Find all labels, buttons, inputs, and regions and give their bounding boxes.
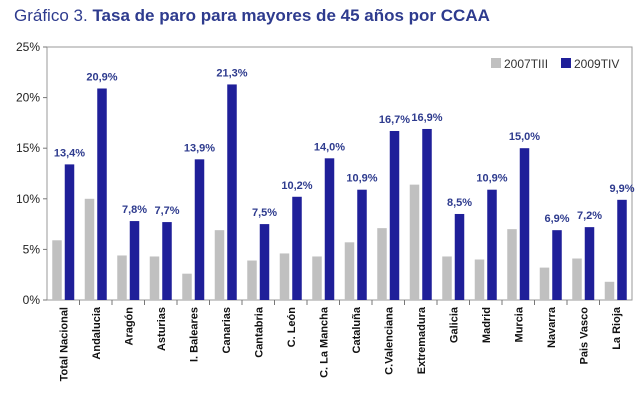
bar-2009tiv [64,164,75,300]
y-tick-label: 10% [16,192,40,206]
bar-2009tiv [129,221,140,300]
bar-2009tiv [357,189,367,300]
data-label: 10,9% [346,173,377,185]
bar-2007tiii [442,256,452,300]
x-tick-label: Cantabria [253,306,265,358]
data-label: 7,5% [252,207,277,219]
bar-2009tiv [227,84,237,300]
bar-2007tiii [344,242,355,300]
x-tick-label: Asturias [156,307,168,351]
bar-2007tiii [214,230,225,300]
bar-2009tiv [519,148,530,300]
bar-2009tiv [324,158,335,300]
bar-2009tiv [194,159,205,300]
data-label: 8,5% [447,197,472,209]
chart-title: Gráfico 3. Tasa de paro para mayores de … [14,6,490,26]
bar-2007tiii [84,198,95,300]
bar-2009tiv [292,196,302,300]
data-label: 10,9% [476,173,507,185]
data-label: 10,2% [281,180,312,192]
y-tick-label: 15% [16,141,40,155]
bar-2007tiii [507,229,517,300]
x-tick-label: Madrid [481,307,493,343]
bar-2009tiv [617,199,627,300]
data-label: 13,4% [54,147,85,159]
bar-2007tiii [182,273,192,300]
x-tick-label: C.Valenciana [383,306,395,375]
x-tick-label: Canarias [221,307,233,353]
data-label: 20,9% [86,71,117,83]
bar-2007tiii [117,255,127,300]
x-tick-label: Murcia [513,306,525,342]
x-tick-label: Andalucia [91,306,103,359]
bar-2007tiii [279,253,290,300]
bar-2009tiv [389,130,400,300]
bar-2007tiii [247,260,257,300]
bars-layer [52,84,627,300]
data-label: 21,3% [216,67,247,79]
data-label: 7,7% [154,205,179,217]
bar-2007tiii [149,256,160,300]
bar-2009tiv [97,88,107,300]
bar-2009tiv [584,227,595,300]
bar-2009tiv [259,224,270,300]
bar-2007tiii [377,228,387,300]
x-tick-label: Pais Vasco [578,307,590,365]
bar-2007tiii [474,259,485,300]
x-tick-label: Cataluña [351,306,363,353]
x-tick-label: Navarra [546,306,558,348]
bar-2007tiii [312,256,322,300]
x-tick-label: Galicia [448,306,460,343]
axes-layer: 0% 5% 10% 15% 20% 25% Total Nacional Andalucia A… [16,40,633,381]
data-label: 7,2% [577,210,602,222]
legend-label-2009tiv: 2009TIV [574,57,619,71]
data-label: 13,9% [184,142,215,154]
bar-2007tiii [409,184,420,300]
bar-2007tiii [604,281,615,300]
legend: 2007TIII 2009TIV [491,57,619,71]
y-tick-label: 25% [16,40,40,54]
x-tick-label: C. La Mancha [318,306,330,378]
y-tick-label: 20% [16,91,40,105]
bar-2009tiv [162,222,172,300]
data-label: 9,9% [609,183,634,195]
data-label: 7,8% [122,204,147,216]
x-tick-label: C. León [286,307,298,348]
legend-swatch-2007tiii [491,58,501,68]
y-tick-label: 0% [23,293,41,307]
x-tick-label: Extremadura [416,306,428,374]
chart-title-prefix: Gráfico 3. [14,6,88,25]
x-tick-label: Total Nacional [58,307,70,381]
data-label: 14,0% [314,141,345,153]
bar-2009tiv [487,189,497,300]
bar-2009tiv [454,213,465,300]
x-tick-label: I. Baleares [188,307,200,362]
y-tick-label: 5% [23,242,41,256]
legend-swatch-2009tiv [561,58,571,68]
bar-2009tiv [422,128,432,300]
data-label: 16,7% [379,114,410,126]
x-tick-label: Aragón [123,307,135,346]
chart-title-main: Tasa de paro para mayores de 45 años por… [92,6,490,25]
labels-layer: 13,4% 20,9% 7,8% 7,7% 13,9% 21,3% 7,5% 10,2% 14,… [54,67,635,225]
bar-2007tiii [572,258,582,300]
x-tick-label: La Rioja [611,306,623,350]
bar-2009tiv [552,230,562,300]
bar-2007tiii [52,240,62,300]
data-label: 15,0% [509,131,540,143]
legend-label-2007tiii: 2007TIII [504,57,548,71]
bar-2007tiii [539,267,550,300]
data-label: 16,9% [411,112,442,124]
data-label: 6,9% [544,213,569,225]
